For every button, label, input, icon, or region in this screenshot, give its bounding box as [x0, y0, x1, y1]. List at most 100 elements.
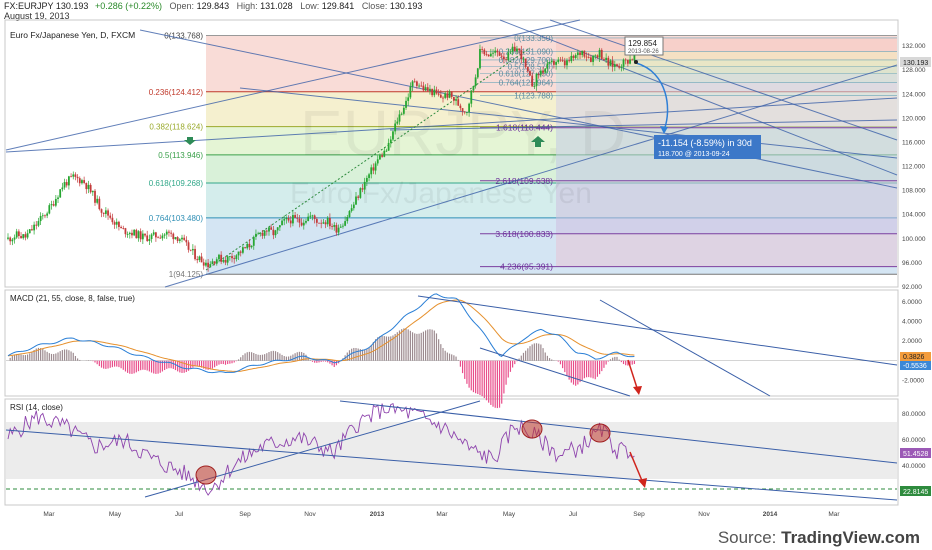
candle-body [183, 237, 186, 240]
rsi-panel-frame [4, 398, 899, 506]
y-axis[interactable]: 132.000 128.000 124.000 120.000 116.000 112.0… [902, 43, 926, 470]
candle-body [568, 60, 571, 62]
candle-body [416, 81, 418, 86]
candle-body [115, 221, 118, 225]
candle-body [629, 59, 631, 64]
candle-body [620, 66, 623, 68]
candle-body [81, 180, 83, 184]
candle-body [611, 60, 614, 67]
candle-body [452, 96, 455, 101]
candle-body [355, 196, 357, 205]
candle-body [594, 55, 597, 57]
candle-body [11, 239, 14, 242]
candle-body [587, 57, 590, 59]
candle-body [437, 93, 440, 95]
candle-body [609, 60, 612, 66]
candle-body [522, 58, 525, 60]
candle-body [139, 231, 142, 240]
candle-body [246, 243, 249, 249]
rsi-level-tag-text: 22.8145 [903, 489, 928, 496]
candle-body [331, 226, 333, 227]
candle-body [315, 219, 318, 223]
candle-body [581, 50, 584, 55]
candle-body [33, 224, 35, 231]
candle-body [535, 73, 538, 87]
rsi-divergence-circle [589, 423, 611, 443]
high-value: 131.028 [260, 1, 293, 11]
candle-body [590, 57, 592, 62]
price-annotations[interactable]: 129.854 2013-08-26 -11.154 (-8.59%) in 3… [184, 36, 761, 159]
projection-origin [634, 60, 638, 64]
candle-body [50, 204, 53, 206]
source-credit[interactable]: Source: TradingView.com [718, 528, 920, 548]
candle-body [526, 66, 529, 72]
candle-body [15, 231, 18, 238]
candle-body [618, 66, 621, 68]
candle-body [161, 235, 164, 239]
candle-body [605, 57, 608, 61]
x-axis[interactable]: Mar May Jul Sep Nov 2013 Mar May Jul Sep Nov 2014 Ma… [43, 511, 840, 518]
candle-body [178, 239, 181, 241]
close-value: 130.193 [389, 1, 423, 11]
candle-body [76, 176, 79, 179]
fib-extension-right[interactable]: 0(133.350)0.236(131.090)0.382(129.700)0.… [480, 34, 897, 272]
fib-ext-label: 2.618(109.638) [495, 176, 553, 186]
x-tick-label: Jul [569, 511, 578, 518]
candle-body [511, 46, 514, 52]
candle-body [422, 85, 425, 91]
candle-body [170, 232, 173, 234]
candle-body [429, 88, 431, 91]
candle-body [379, 155, 381, 160]
trendlines[interactable] [5, 19, 898, 288]
arrow-head-icon [660, 126, 668, 134]
watermark: EURJPY, D [300, 97, 626, 169]
candle-body [492, 52, 494, 54]
candle-body [550, 60, 553, 62]
fib-level-label: 0.236(124.412) [149, 88, 204, 97]
candle-body [124, 228, 127, 235]
candle-body [361, 188, 364, 190]
candle-body [278, 225, 281, 228]
candle-body [283, 219, 286, 221]
trendline [139, 29, 898, 189]
candle-body [313, 215, 316, 220]
candle-body [126, 234, 129, 235]
fib-ext-band [556, 180, 897, 234]
candle-body [168, 231, 170, 233]
candle-body [296, 217, 299, 219]
candle-body [191, 248, 194, 251]
symbol-header: FX:EURJPY 130.193 +0.286 (+0.22%) Open: … [4, 1, 422, 11]
candle-body [433, 89, 436, 96]
symbol-name[interactable]: FX:EURJPY [4, 1, 54, 11]
candle-body [68, 176, 70, 186]
candle-body [133, 229, 136, 236]
macd-y-tick-label: 2.0000 [902, 338, 922, 345]
candle-body [322, 222, 325, 224]
macd-red-arrow [627, 359, 639, 392]
candle-body [137, 231, 140, 239]
candle-body [381, 155, 383, 157]
fib-ext-label: 1(123.788) [514, 92, 553, 101]
candle-body [9, 237, 12, 242]
macd-panel-title: MACD (21, 55, close, 8, false, true) [10, 294, 135, 303]
candle-body [44, 215, 46, 217]
candle-body [339, 226, 342, 228]
candle-body [633, 54, 636, 61]
fib-ext-band [556, 66, 897, 74]
open-value: 129.843 [196, 1, 230, 11]
candle-body [272, 229, 275, 236]
candle-body [63, 182, 66, 188]
candle-body [152, 232, 155, 235]
candle-body [109, 215, 112, 218]
price-tag-date: 2013-08-26 [628, 49, 659, 55]
rsi-band [6, 422, 897, 479]
candle-body [470, 90, 473, 104]
candle-body [122, 228, 125, 229]
rsi-divergence-circle [521, 419, 543, 439]
candle-body [472, 86, 475, 91]
candle-body [329, 218, 331, 227]
y-tick-label: 112.000 [902, 164, 925, 171]
red-arrow-icon [638, 478, 647, 488]
price-tag-box [624, 36, 664, 56]
